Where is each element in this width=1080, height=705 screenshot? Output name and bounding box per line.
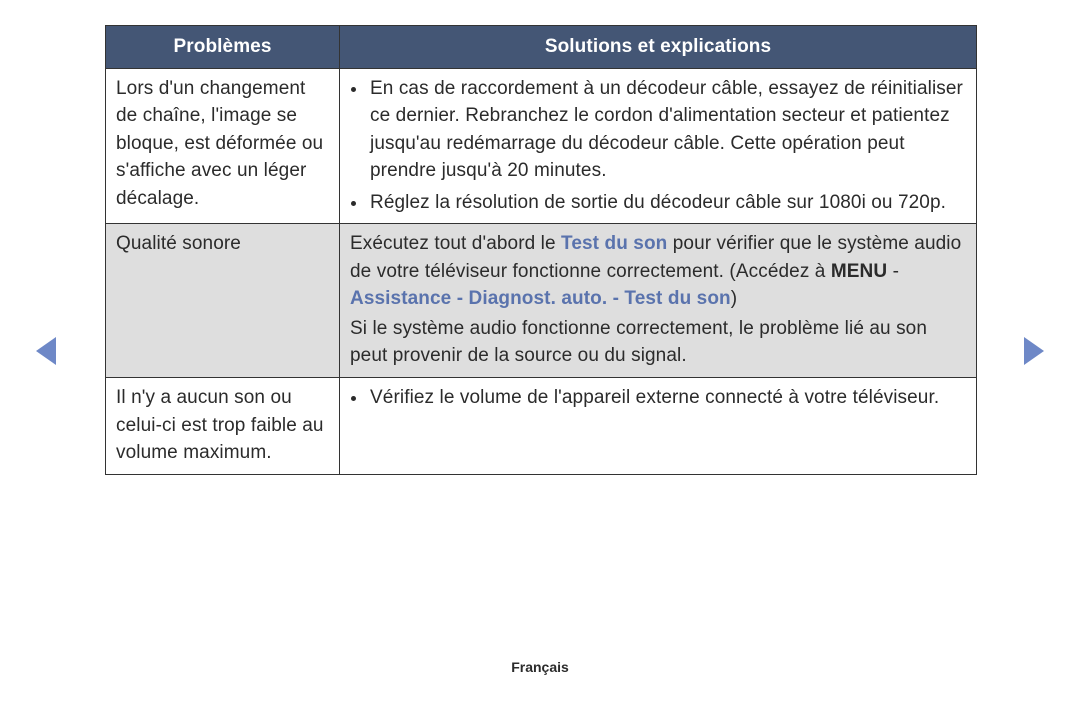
problem-cell: Qualité sonore [106,224,340,378]
manual-page: Problèmes Solutions et explications Lors… [0,0,1080,705]
solution-list: Vérifiez le volume de l'appareil externe… [350,384,966,412]
solution-bullet: Réglez la résolution de sortie du décode… [368,189,966,217]
header-problems: Problèmes [106,26,340,69]
problem-cell: Lors d'un changement de chaîne, l'image … [106,68,340,224]
table-row: Lors d'un changement de chaîne, l'image … [106,68,977,224]
header-solutions: Solutions et explications [340,26,977,69]
solution-text: - [887,261,899,282]
solution-text: Exécutez tout d'abord le [350,233,561,254]
table-row: Il n'y a aucun son ou celui-ci est trop … [106,378,977,475]
prev-page-arrow-icon[interactable] [36,337,56,365]
solution-bullet: Vérifiez le volume de l'appareil externe… [368,384,966,412]
next-page-arrow-icon[interactable] [1024,337,1044,365]
solution-cell: Vérifiez le volume de l'appareil externe… [340,378,977,475]
solution-list: En cas de raccordement à un décodeur câb… [350,75,966,217]
troubleshooting-table: Problèmes Solutions et explications Lors… [105,25,977,475]
menu-path-link: Assistance - Diagnost. auto. - Test du s… [350,288,731,309]
problem-cell: Il n'y a aucun son ou celui-ci est trop … [106,378,340,475]
solution-text: Si le système audio fonctionne correctem… [350,315,966,370]
menu-label: MENU [831,261,887,282]
table-row: Qualité sonore Exécutez tout d'abord le … [106,224,977,378]
solution-bullet: En cas de raccordement à un décodeur câb… [368,75,966,185]
footer-language: Français [0,659,1080,675]
table-header-row: Problèmes Solutions et explications [106,26,977,69]
solution-text: ) [731,288,737,309]
solution-cell: En cas de raccordement à un décodeur câb… [340,68,977,224]
sound-test-link: Test du son [561,233,667,254]
solution-cell: Exécutez tout d'abord le Test du son pou… [340,224,977,378]
